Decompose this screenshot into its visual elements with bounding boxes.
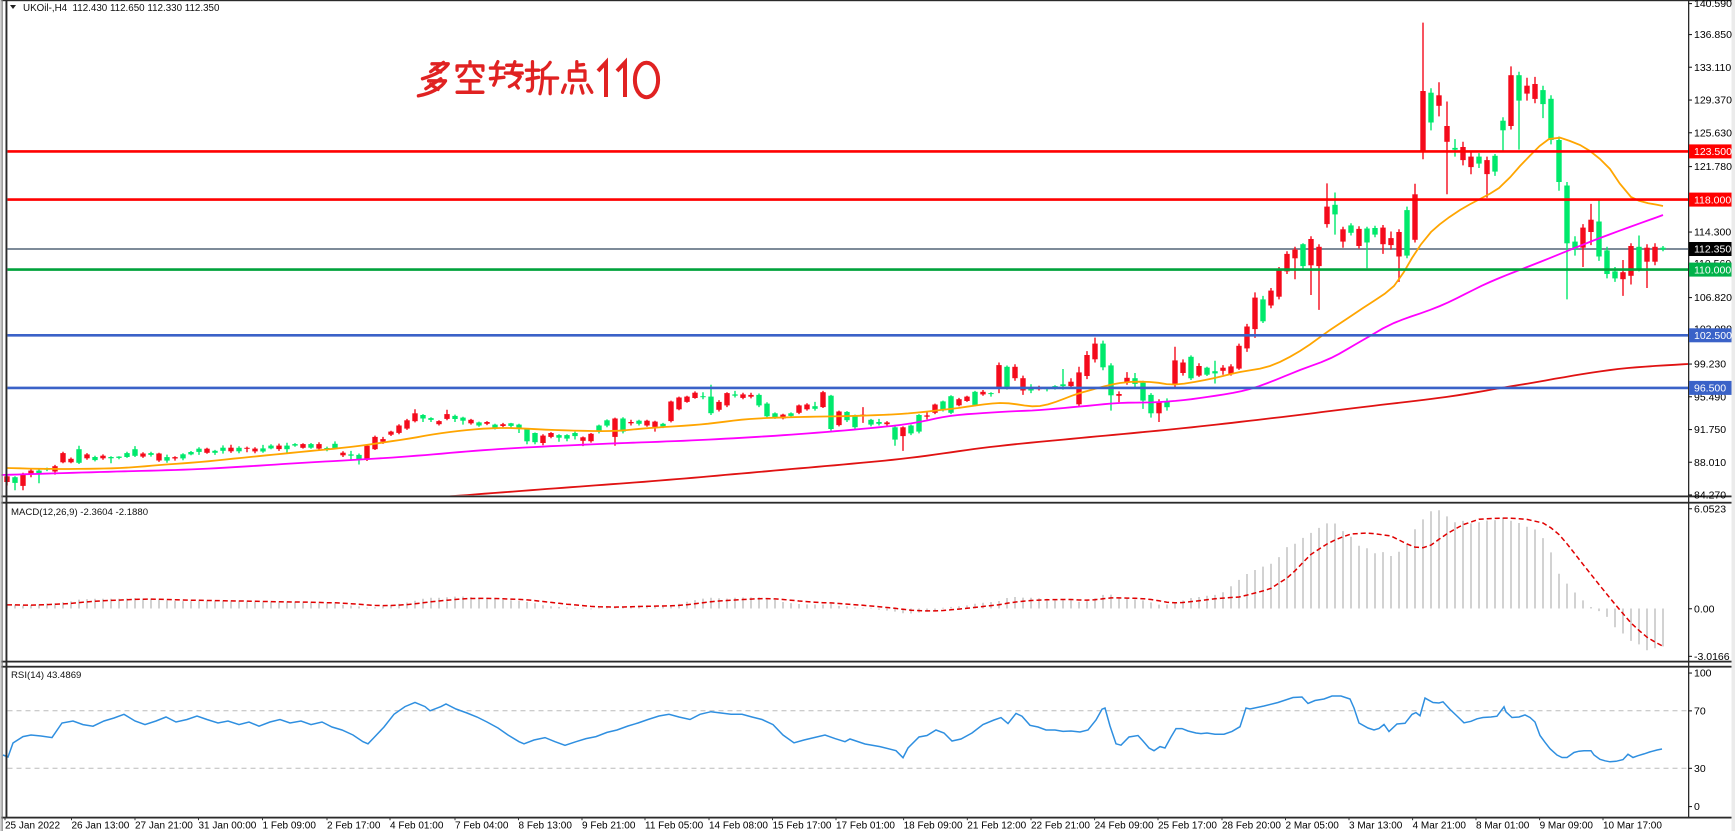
svg-text:118.000: 118.000 bbox=[1694, 194, 1731, 206]
svg-text:110.000: 110.000 bbox=[1694, 264, 1731, 276]
svg-text:106.820: 106.820 bbox=[1694, 292, 1732, 304]
svg-text:22 Feb 21:00: 22 Feb 21:00 bbox=[1031, 821, 1090, 831]
svg-text:11 Feb 05:00: 11 Feb 05:00 bbox=[645, 821, 704, 831]
svg-text:-3.0166: -3.0166 bbox=[1694, 651, 1730, 663]
svg-text:112.350: 112.350 bbox=[1694, 244, 1731, 256]
svg-text:96.500: 96.500 bbox=[1694, 383, 1726, 395]
svg-text:21 Feb 12:00: 21 Feb 12:00 bbox=[967, 821, 1026, 831]
svg-text:88.010: 88.010 bbox=[1694, 457, 1726, 469]
svg-text:4 Feb 01:00: 4 Feb 01:00 bbox=[390, 821, 444, 831]
svg-text:125.630: 125.630 bbox=[1694, 127, 1732, 139]
svg-text:3 Mar 13:00: 3 Mar 13:00 bbox=[1349, 821, 1403, 831]
svg-text:102.500: 102.500 bbox=[1694, 330, 1732, 342]
svg-text:6.0523: 6.0523 bbox=[1694, 503, 1726, 515]
svg-text:28 Feb 20:00: 28 Feb 20:00 bbox=[1222, 821, 1281, 831]
svg-text:0: 0 bbox=[1694, 801, 1700, 813]
svg-text:26 Jan 13:00: 26 Jan 13:00 bbox=[72, 821, 130, 831]
svg-text:24 Feb 09:00: 24 Feb 09:00 bbox=[1095, 821, 1154, 831]
svg-text:MACD(12,26,9) -2.3604 -2.1880: MACD(12,26,9) -2.3604 -2.1880 bbox=[11, 507, 148, 518]
svg-text:10 Mar 17:00: 10 Mar 17:00 bbox=[1603, 821, 1662, 831]
svg-text:27 Jan 21:00: 27 Jan 21:00 bbox=[135, 821, 193, 831]
svg-text:4 Mar 21:00: 4 Mar 21:00 bbox=[1413, 821, 1467, 831]
svg-text:9 Mar 09:00: 9 Mar 09:00 bbox=[1540, 821, 1594, 831]
svg-text:17 Feb 01:00: 17 Feb 01:00 bbox=[836, 821, 895, 831]
svg-text:2 Feb 17:00: 2 Feb 17:00 bbox=[327, 821, 381, 831]
svg-text:70: 70 bbox=[1694, 706, 1706, 718]
svg-text:2 Mar 05:00: 2 Mar 05:00 bbox=[1286, 821, 1340, 831]
svg-text:RSI(14) 43.4869: RSI(14) 43.4869 bbox=[11, 670, 81, 681]
svg-text:140.590: 140.590 bbox=[1694, 0, 1732, 10]
svg-text:15 Feb 17:00: 15 Feb 17:00 bbox=[773, 821, 832, 831]
svg-text:31 Jan 00:00: 31 Jan 00:00 bbox=[199, 821, 257, 831]
svg-text:30: 30 bbox=[1694, 763, 1706, 775]
svg-text:91.750: 91.750 bbox=[1694, 424, 1726, 436]
svg-text:8 Feb 13:00: 8 Feb 13:00 bbox=[519, 821, 573, 831]
svg-text:123.500: 123.500 bbox=[1694, 146, 1732, 158]
svg-text:129.370: 129.370 bbox=[1694, 95, 1732, 107]
svg-text:9 Feb 21:00: 9 Feb 21:00 bbox=[582, 821, 636, 831]
svg-text:121.780: 121.780 bbox=[1694, 161, 1732, 173]
svg-text:133.110: 133.110 bbox=[1694, 62, 1731, 74]
svg-text:0.00: 0.00 bbox=[1694, 603, 1715, 615]
svg-text:100: 100 bbox=[1694, 668, 1712, 680]
svg-text:14 Feb 08:00: 14 Feb 08:00 bbox=[709, 821, 768, 831]
svg-text:114.300: 114.300 bbox=[1694, 227, 1731, 239]
svg-text:8 Mar 01:00: 8 Mar 01:00 bbox=[1476, 821, 1530, 831]
svg-text:136.850: 136.850 bbox=[1694, 29, 1732, 41]
svg-text:7 Feb 04:00: 7 Feb 04:00 bbox=[455, 821, 509, 831]
svg-text:25 Feb 17:00: 25 Feb 17:00 bbox=[1158, 821, 1217, 831]
svg-text:UKOil-,H4 112.430 112.650 112: UKOil-,H4 112.430 112.650 112.330 112.35… bbox=[23, 3, 220, 14]
svg-text:25 Jan 2022: 25 Jan 2022 bbox=[5, 821, 60, 831]
svg-text:84.270: 84.270 bbox=[1694, 490, 1726, 502]
svg-text:18 Feb 09:00: 18 Feb 09:00 bbox=[904, 821, 963, 831]
svg-text:99.230: 99.230 bbox=[1694, 359, 1726, 371]
svg-text:1 Feb 09:00: 1 Feb 09:00 bbox=[263, 821, 317, 831]
